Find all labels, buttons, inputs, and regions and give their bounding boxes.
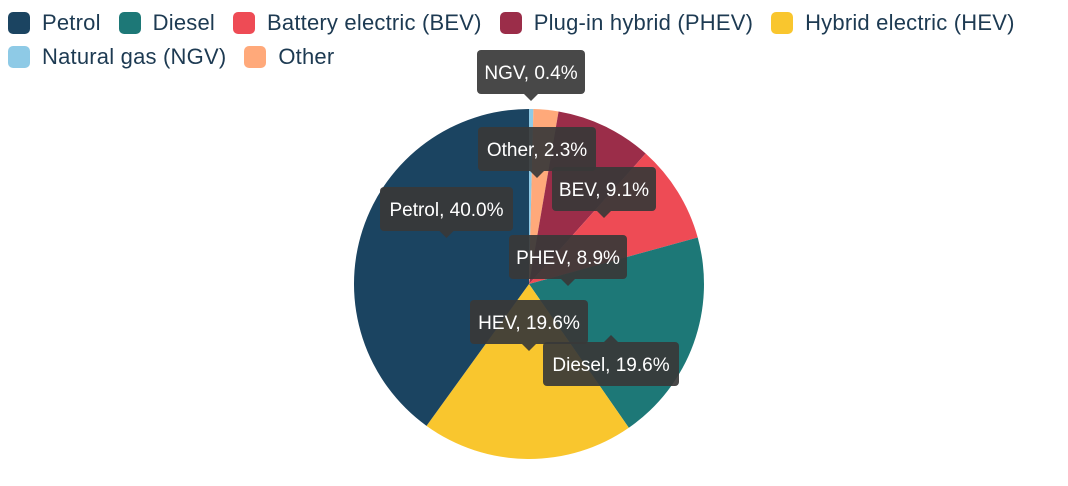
data-labels: NGV, 0.4% Other, 2.3% PHEV, 8.9% BEV, 9.1% D…	[380, 50, 679, 386]
data-label: Other, 2.3%	[478, 127, 596, 178]
legend-item-bev[interactable]: Battery electric (BEV)	[233, 10, 482, 36]
legend-swatch-hev	[771, 12, 794, 34]
data-label: HEV, 19.6%	[470, 300, 588, 351]
legend-swatch-bev	[233, 12, 256, 34]
legend-swatch-phev	[499, 12, 522, 34]
legend-item-petrol[interactable]: Petrol	[8, 10, 101, 36]
data-label-pointer	[530, 171, 544, 178]
data-label-box	[509, 235, 627, 279]
data-label-box	[380, 187, 513, 231]
legend-label-diesel: Diesel	[152, 10, 216, 35]
legend-row: Natural gas (NGV) Other	[8, 40, 1058, 74]
data-label-pointer	[561, 279, 575, 286]
data-label-pointer	[439, 231, 454, 238]
data-label: Diesel, 19.6%	[543, 335, 679, 386]
legend-label-petrol: Petrol	[42, 10, 101, 35]
legend-item-hev[interactable]: Hybrid electric (HEV)	[771, 10, 1015, 36]
legend-swatch-ngv	[8, 46, 30, 68]
data-label-pointer	[604, 335, 618, 342]
data-label-pointer	[524, 94, 538, 101]
legend-item-ngv[interactable]: Natural gas (NGV)	[8, 44, 226, 70]
legend-label-phev: Plug-in hybrid (PHEV)	[533, 10, 754, 35]
data-label-pointer	[597, 211, 611, 218]
data-label-box	[543, 342, 679, 386]
legend-item-other[interactable]: Other	[244, 44, 334, 70]
data-label: PHEV, 8.9%	[509, 235, 627, 286]
legend-label-other: Other	[278, 44, 335, 69]
data-label-text: PHEV, 8.9%	[516, 248, 620, 269]
legend-row: Petrol Diesel Battery electric (BEV) Plu…	[8, 6, 1058, 40]
data-label: NGV, 0.4%	[477, 50, 585, 101]
data-label-box	[470, 300, 588, 344]
data-label-box	[552, 167, 656, 211]
data-label-box	[477, 50, 585, 94]
data-label-box	[478, 127, 596, 171]
data-label-text: Other, 2.3%	[487, 140, 587, 161]
legend-swatch-diesel	[118, 12, 141, 34]
legend-label-bev: Battery electric (BEV)	[267, 10, 482, 35]
legend-swatch-petrol	[8, 12, 30, 34]
legend-swatch-other	[244, 46, 267, 68]
pie-slice-hybrid-electric-hev[interactable]	[426, 284, 629, 460]
data-label: Petrol, 40.0%	[380, 187, 513, 238]
data-label-text: Petrol, 40.0%	[389, 200, 503, 221]
legend-label-hev: Hybrid electric (HEV)	[805, 10, 1015, 35]
legend-item-diesel[interactable]: Diesel	[118, 10, 216, 36]
data-label-pointer	[522, 344, 536, 351]
data-label-text: Diesel, 19.6%	[552, 355, 669, 376]
data-label-text: HEV, 19.6%	[478, 313, 580, 334]
data-label-text: BEV, 9.1%	[559, 180, 649, 201]
data-label-text: NGV, 0.4%	[484, 63, 577, 84]
legend-item-phev[interactable]: Plug-in hybrid (PHEV)	[499, 10, 754, 36]
legend-label-ngv: Natural gas (NGV)	[42, 44, 227, 69]
data-label: BEV, 9.1%	[552, 167, 656, 218]
chart-legend: Petrol Diesel Battery electric (BEV) Plu…	[8, 6, 1058, 74]
